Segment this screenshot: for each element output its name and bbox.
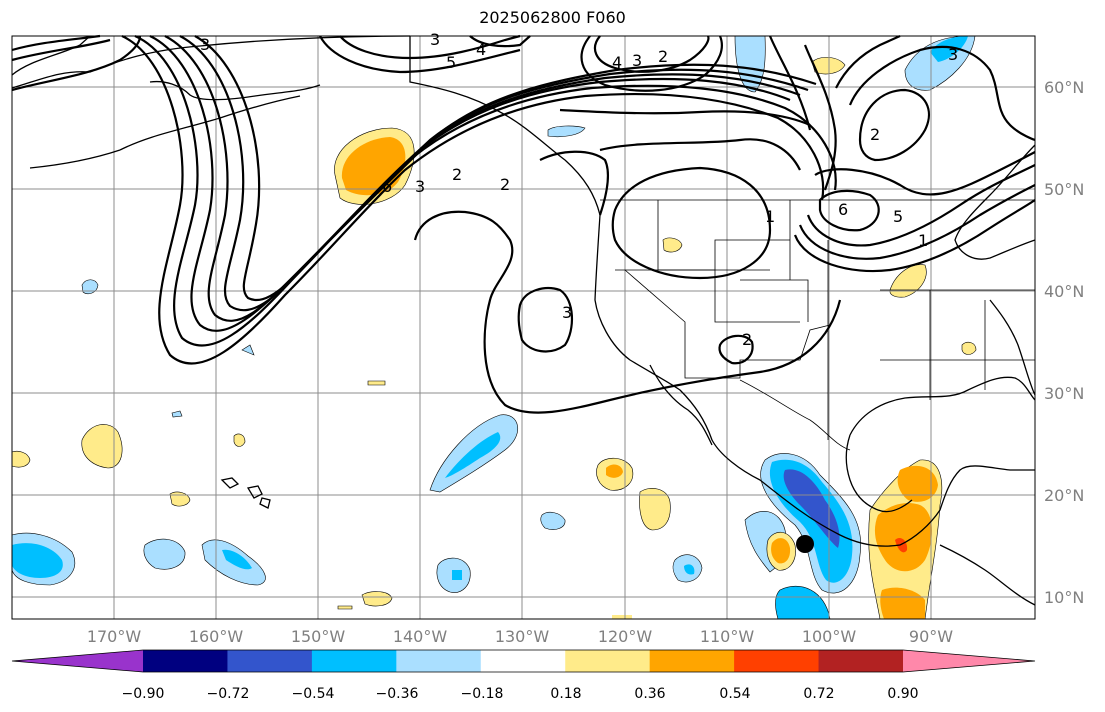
contour-label: 2 (742, 330, 752, 349)
lon-tick-label: 120°W (598, 627, 653, 646)
colorbar-segment (311, 650, 397, 672)
colorbar: −0.90 −0.72 −0.54 −0.36 −0.18 0.18 0.36 … (11, 649, 1036, 702)
contour-label: 4 (476, 40, 486, 59)
lon-tick-label: 140°W (393, 627, 448, 646)
colorbar-segment (818, 650, 904, 672)
colorbar-tick-label: −0.18 (461, 686, 504, 702)
colorbar-tick-label: −0.54 (292, 686, 335, 702)
colorbar-segment (649, 650, 735, 672)
shaded-anomalies (11, 35, 977, 620)
colorbar-segments (11, 649, 1036, 673)
contour-label: 2 (870, 125, 880, 144)
colorbar-tick-label: 0.72 (803, 686, 834, 702)
colorbar-segment (396, 650, 482, 672)
contour-label: 2 (658, 47, 668, 66)
contour-label: 3 (632, 51, 642, 70)
map-frame (11, 35, 1036, 620)
lon-tick-label: 150°W (291, 627, 346, 646)
longitude-labels: 170°W 160°W 150°W 140°W 130°W 120°W 110°… (87, 627, 953, 646)
colorbar-extend-max (903, 650, 1035, 672)
contour-label: 2 (500, 175, 510, 194)
storm-center-marker (796, 535, 814, 553)
colorbar-tick-label: 0.36 (634, 686, 665, 702)
contour-label: 5 (446, 53, 456, 72)
lon-tick-label: 160°W (189, 627, 244, 646)
contour-label: 1 (918, 231, 928, 250)
colorbar-outline (11, 649, 1036, 673)
contour-label: 6 (382, 177, 392, 196)
lon-tick-label: 170°W (87, 627, 142, 646)
lat-tick-label: 50°N (1044, 180, 1084, 199)
colorbar-tick-label: −0.36 (376, 686, 419, 702)
lon-tick-label: 90°W (909, 627, 953, 646)
colorbar-segment (480, 650, 566, 672)
lon-tick-label: 130°W (495, 627, 550, 646)
lat-tick-label: 60°N (1044, 78, 1084, 97)
anomaly-positive-west (81, 424, 123, 469)
contour-label: 4 (612, 53, 622, 72)
anomaly-negative-north (734, 35, 766, 93)
colorbar-segment (143, 650, 228, 672)
latitude-labels: 60°N 50°N 40°N 30°N 20°N 10°N (1044, 78, 1084, 607)
colorbar-tick-label: −0.90 (122, 686, 165, 702)
colorbar-labels: −0.90 −0.72 −0.54 −0.36 −0.18 0.18 0.36 … (122, 686, 919, 702)
contour-label: 3 (430, 30, 440, 49)
lat-tick-label: 10°N (1044, 588, 1084, 607)
colorbar-extend-min (12, 650, 143, 672)
lon-tick-label: 110°W (700, 627, 755, 646)
contour-label: 6 (838, 200, 848, 219)
lat-tick-label: 30°N (1044, 384, 1084, 403)
contour-label: 3 (948, 45, 958, 64)
contour-lines (11, 34, 1036, 414)
colorbar-tick-label: −0.72 (207, 686, 250, 702)
contour-label: 3 (415, 177, 425, 196)
colorbar-tick-label: 0.90 (887, 686, 918, 702)
political-borders (600, 199, 1035, 451)
colorbar-tick-label: 0.54 (719, 686, 750, 702)
contour-label: 3 (562, 303, 572, 322)
contour-label-group: 3 4 5 4 3 2 3 3 2 6 3 2 2 3 1 2 6 5 1 (200, 30, 958, 349)
contour-label: 5 (893, 207, 903, 226)
map-background (12, 36, 1035, 619)
contour-label: 2 (452, 165, 462, 184)
contour-label: 1 (765, 207, 775, 226)
colorbar-segment (734, 650, 820, 672)
colorbar-segment (565, 650, 651, 672)
lon-tick-label: 100°W (802, 627, 857, 646)
colorbar-segment (227, 650, 313, 672)
lat-tick-label: 40°N (1044, 282, 1084, 301)
map-title: 2025062800 F060 (479, 8, 626, 27)
contour-label: 3 (200, 35, 210, 54)
colorbar-tick-label: 0.18 (550, 686, 581, 702)
map-panel: 3 4 5 4 3 2 3 3 2 6 3 2 2 3 1 2 6 5 1 (11, 30, 1036, 620)
lat-tick-label: 20°N (1044, 486, 1084, 505)
